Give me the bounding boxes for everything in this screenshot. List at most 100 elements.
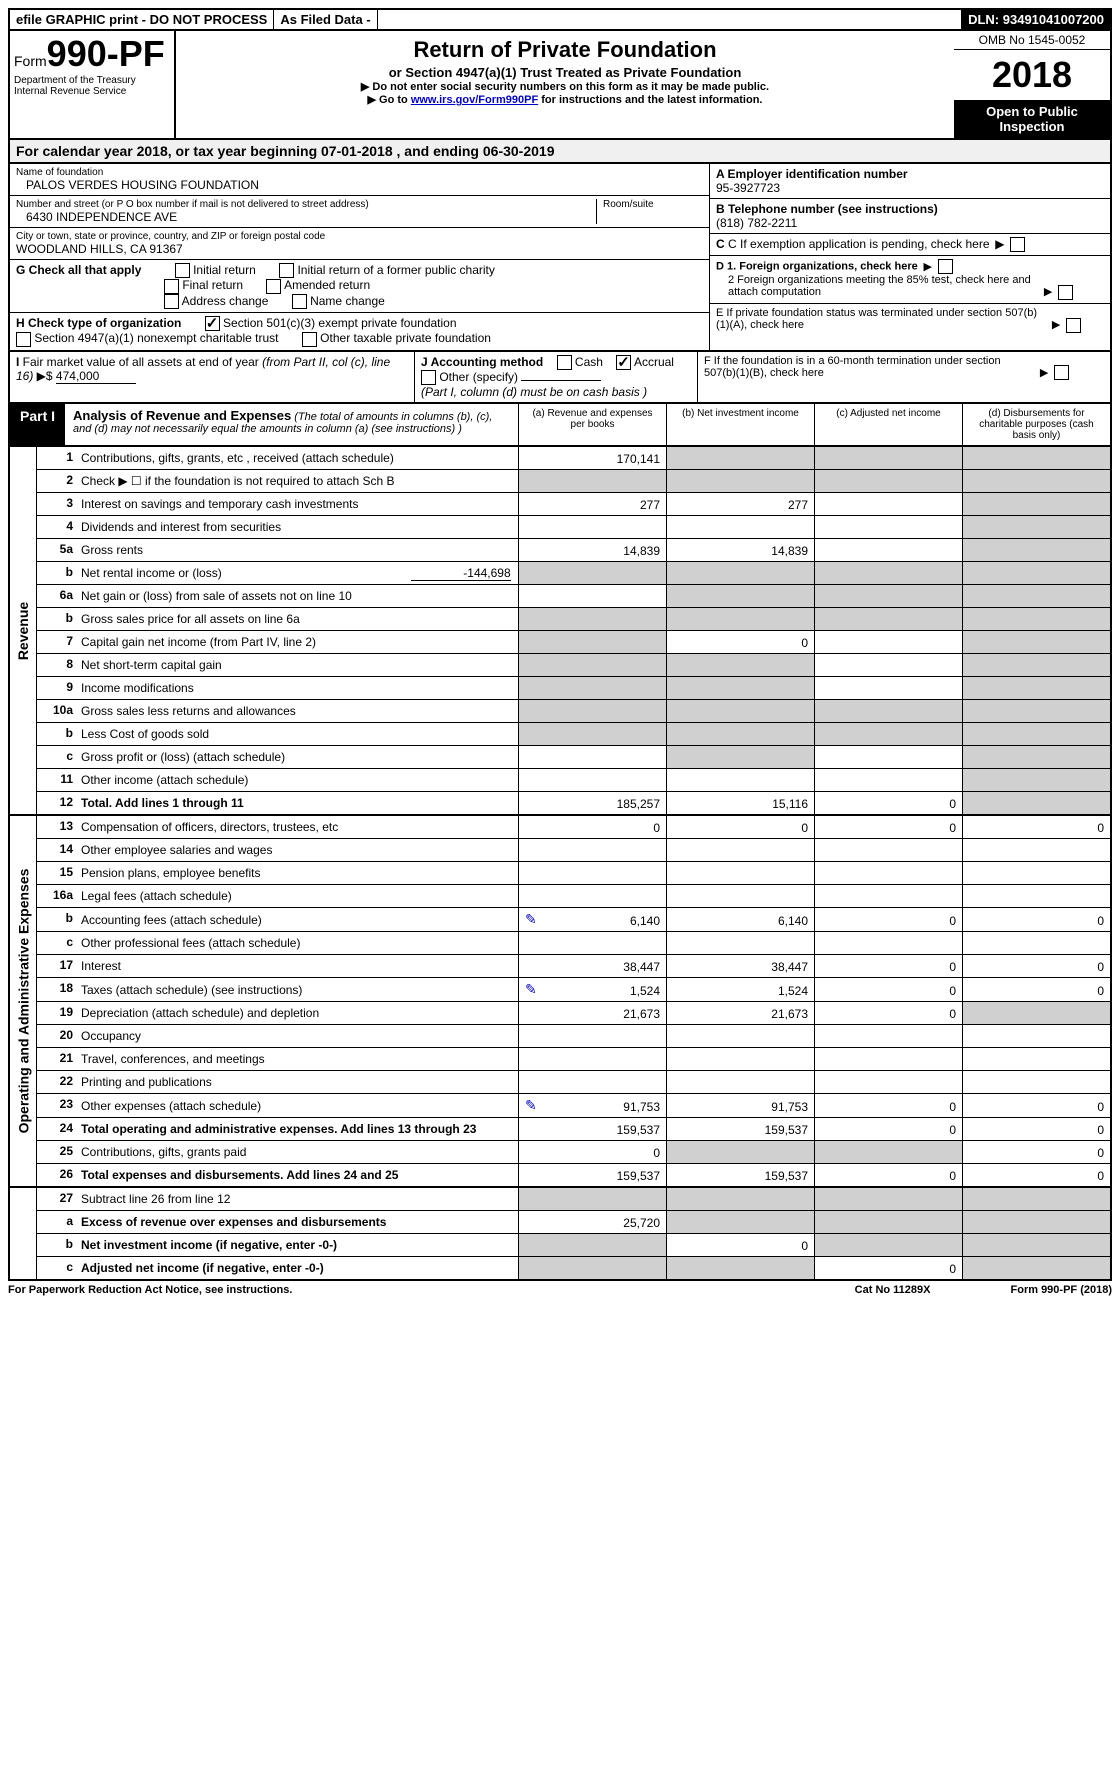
cell-col-d: [962, 746, 1110, 768]
cell-col-d: [962, 654, 1110, 676]
cell-col-b: [666, 516, 814, 538]
cash-checkbox[interactable]: [557, 355, 572, 370]
cell-col-d: [962, 1071, 1110, 1093]
h-check-row: H Check type of organization Section 501…: [10, 313, 709, 350]
row-description: Pension plans, employee benefits: [77, 862, 518, 884]
cell-col-c: [814, 654, 962, 676]
501c3-checkbox[interactable]: [205, 316, 220, 331]
attachment-icon[interactable]: ✎: [525, 911, 537, 928]
exemption-pending-checkbox[interactable]: [1010, 237, 1025, 252]
cell-col-a: [518, 608, 666, 630]
form-ref: Form 990-PF (2018): [1011, 1284, 1113, 1296]
row-number: b: [37, 608, 77, 630]
cell-col-a: [518, 470, 666, 492]
name-change-checkbox[interactable]: [292, 294, 307, 309]
row-number: 26: [37, 1164, 77, 1186]
other-taxable-checkbox[interactable]: [302, 332, 317, 347]
form-id: Form990-PF Department of the Treasury In…: [10, 31, 176, 138]
row-description: Net short-term capital gain: [77, 654, 518, 676]
table-row: 20Occupancy: [37, 1025, 1110, 1048]
part1-header: Part I Analysis of Revenue and Expenses …: [8, 404, 1112, 447]
60month-checkbox[interactable]: [1054, 365, 1069, 380]
col-b-header: (b) Net investment income: [667, 404, 815, 445]
room-suite-label: Room/suite: [603, 199, 703, 210]
form-title: Return of Private Foundation: [180, 37, 950, 63]
cell-col-a: [518, 885, 666, 907]
omb-number: OMB No 1545-0052: [954, 31, 1110, 50]
cell-col-b: [666, 470, 814, 492]
4947-checkbox[interactable]: [16, 332, 31, 347]
row-number: 1: [37, 447, 77, 469]
row-description: Adjusted net income (if negative, enter …: [77, 1257, 518, 1279]
table-row: bNet rental income or (loss)-144,698: [37, 562, 1110, 585]
cell-col-d: [962, 885, 1110, 907]
table-row: 4Dividends and interest from securities: [37, 516, 1110, 539]
row-description: Gross profit or (loss) (attach schedule): [77, 746, 518, 768]
cell-col-c: 0: [814, 1094, 962, 1117]
row-number: 3: [37, 493, 77, 515]
dln: DLN: 93491041007200: [962, 10, 1110, 29]
cell-col-d: [962, 700, 1110, 722]
fmv-value: 474,000: [56, 369, 136, 384]
paperwork-notice: For Paperwork Reduction Act Notice, see …: [8, 1284, 292, 1296]
amended-return-checkbox[interactable]: [266, 279, 281, 294]
irs-link[interactable]: www.irs.gov/Form990PF: [411, 94, 538, 106]
accrual-checkbox[interactable]: [616, 355, 631, 370]
cell-col-a: 159,537: [518, 1118, 666, 1140]
address-change-checkbox[interactable]: [164, 294, 179, 309]
cell-col-d: 0: [962, 978, 1110, 1001]
cell-col-b: 15,116: [666, 792, 814, 814]
cell-col-c: [814, 700, 962, 722]
cell-col-c: 0: [814, 955, 962, 977]
row-number: a: [37, 1211, 77, 1233]
row-description: Taxes (attach schedule) (see instruction…: [77, 978, 518, 1001]
cell-col-c: [814, 1188, 962, 1210]
attachment-icon[interactable]: ✎: [525, 1097, 537, 1114]
row-number: 20: [37, 1025, 77, 1047]
foreign-85-checkbox[interactable]: [1058, 285, 1073, 300]
attachment-icon[interactable]: ✎: [525, 981, 537, 998]
initial-return-checkbox[interactable]: [175, 263, 190, 278]
other-method-checkbox[interactable]: [421, 370, 436, 385]
final-return-checkbox[interactable]: [164, 279, 179, 294]
row-number: 27: [37, 1188, 77, 1210]
e-terminated-cell: E If private foundation status was termi…: [710, 304, 1110, 336]
cell-col-a: [518, 746, 666, 768]
form-subtitle: or Section 4947(a)(1) Trust Treated as P…: [180, 65, 950, 80]
row-number: b: [37, 908, 77, 931]
status-terminated-checkbox[interactable]: [1066, 318, 1081, 333]
table-row: 22Printing and publications: [37, 1071, 1110, 1094]
cell-col-a: 14,839: [518, 539, 666, 561]
page-footer: For Paperwork Reduction Act Notice, see …: [8, 1281, 1112, 1299]
table-row: 18Taxes (attach schedule) (see instructi…: [37, 978, 1110, 1002]
cell-col-c: [814, 516, 962, 538]
city-cell: City or town, state or province, country…: [10, 228, 709, 260]
table-row: 7Capital gain net income (from Part IV, …: [37, 631, 1110, 654]
cell-col-b: [666, 746, 814, 768]
address-cell: Number and street (or P O box number if …: [10, 196, 709, 228]
table-row: bAccounting fees (attach schedule) ✎6,14…: [37, 908, 1110, 932]
row-description: Contributions, gifts, grants paid: [77, 1141, 518, 1163]
cell-col-c: [814, 885, 962, 907]
cell-col-d: [962, 839, 1110, 861]
cell-col-b: [666, 1025, 814, 1047]
cell-col-a: [518, 932, 666, 954]
cell-col-b: [666, 562, 814, 584]
row-number: 10a: [37, 700, 77, 722]
initial-former-checkbox[interactable]: [279, 263, 294, 278]
accounting-method-cell: J Accounting method Cash Accrual Other (…: [415, 352, 698, 403]
cell-col-c: [814, 1141, 962, 1163]
cell-col-b: [666, 677, 814, 699]
cell-col-b: [666, 654, 814, 676]
row-description: Legal fees (attach schedule): [77, 885, 518, 907]
calendar-year-row: For calendar year 2018, or tax year begi…: [8, 140, 1112, 164]
cell-col-d: [962, 447, 1110, 469]
cell-col-b: 277: [666, 493, 814, 515]
cell-col-b: [666, 932, 814, 954]
ein-cell: A Employer identification number 95-3927…: [710, 164, 1110, 199]
row-description: Total operating and administrative expen…: [77, 1118, 518, 1140]
efile-notice: efile GRAPHIC print - DO NOT PROCESS: [10, 10, 274, 29]
table-row: 9Income modifications: [37, 677, 1110, 700]
cell-col-a: [518, 1071, 666, 1093]
foreign-org-checkbox[interactable]: [938, 259, 953, 274]
